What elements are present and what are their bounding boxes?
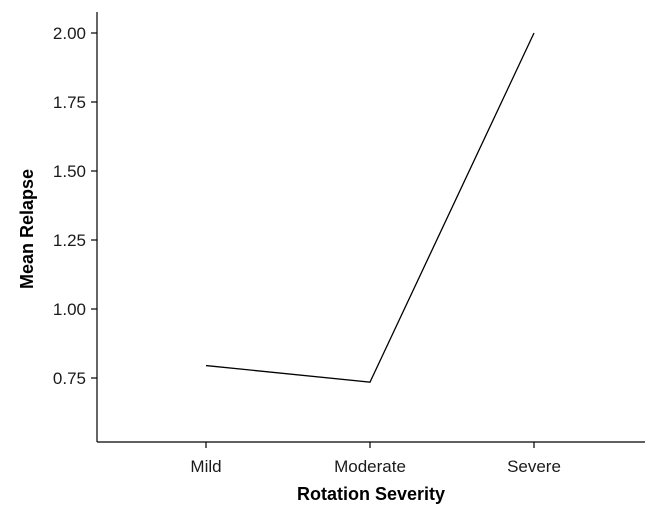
y-tick-label: 2.00 [53, 24, 86, 43]
x-axis: Mild Moderate Severe [97, 441, 645, 476]
y-tick-label: 1.00 [53, 300, 86, 319]
x-axis-title: Rotation Severity [297, 484, 445, 504]
series-layer [205, 32, 535, 383]
y-tick-label: 0.75 [53, 369, 86, 388]
series-line [205, 32, 535, 383]
y-tick-label: 1.75 [53, 93, 86, 112]
x-tick-label: Moderate [334, 457, 406, 476]
x-tick-label: Mild [190, 457, 221, 476]
x-tick-label: Severe [507, 457, 561, 476]
y-tick-label: 1.25 [53, 231, 86, 250]
y-axis: 0.75 1.00 1.25 1.50 1.75 2.00 [53, 12, 98, 442]
y-tick-label: 1.50 [53, 162, 86, 181]
y-axis-title: Mean Relapse [17, 169, 37, 289]
